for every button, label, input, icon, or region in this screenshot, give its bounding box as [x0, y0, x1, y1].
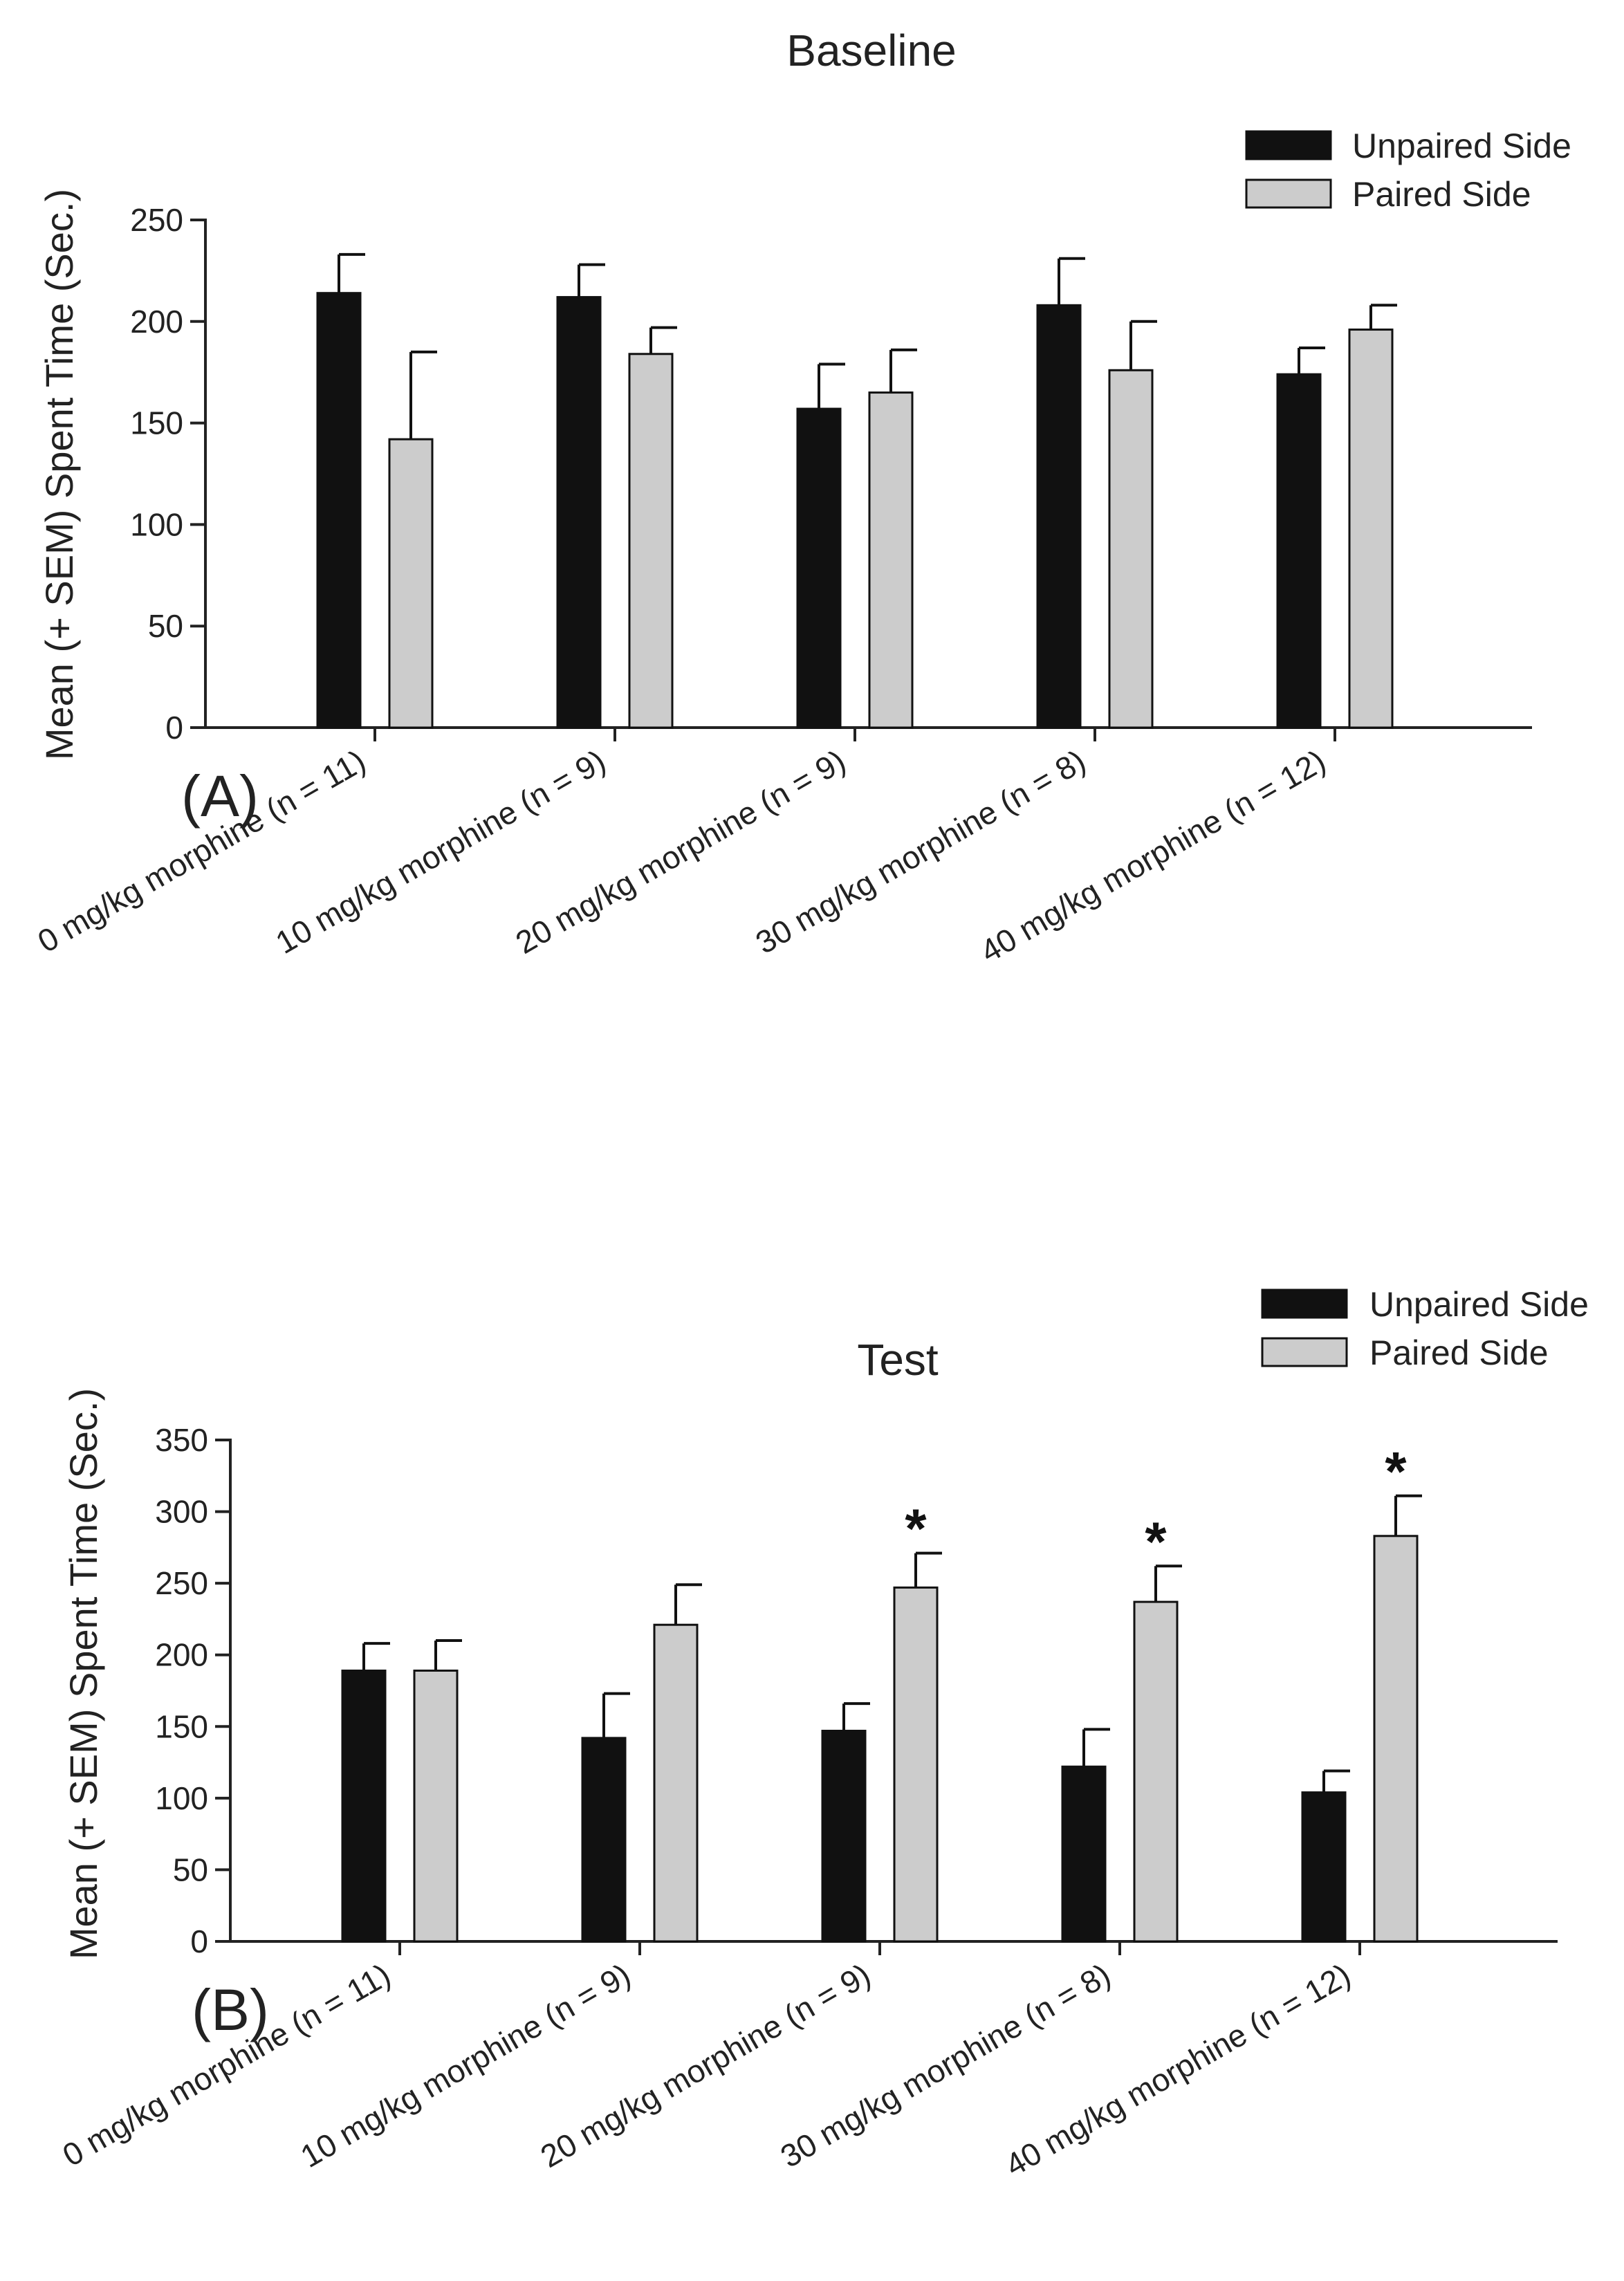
panel-label: (A) — [181, 764, 259, 829]
y-axis-label: Mean (+ SEM) Spent Time (Sec.) — [37, 189, 81, 760]
bar-unpaired — [581, 1737, 627, 1943]
legend-swatch-paired — [1245, 178, 1332, 209]
bar-paired — [653, 1623, 699, 1943]
y-tick-label: 0 — [190, 1923, 208, 1959]
bar-paired — [413, 1670, 459, 1943]
y-tick-label: 350 — [155, 1422, 208, 1458]
y-tick-label: 300 — [155, 1494, 208, 1530]
panel-a-baseline: Baseline Mean (+ SEM) Spent Time (Sec.) … — [32, 26, 1571, 970]
bar-unpaired — [1301, 1791, 1347, 1943]
y-tick-label: 200 — [155, 1637, 208, 1673]
y-tick-label: 200 — [130, 304, 183, 340]
y-tick-label: 250 — [155, 1565, 208, 1601]
legend-label-paired: Paired Side — [1352, 175, 1531, 214]
bar-paired — [893, 1586, 939, 1943]
y-tick-label: 150 — [155, 1708, 208, 1744]
bar-paired — [628, 353, 674, 729]
significance-marker: * — [905, 1498, 927, 1560]
bar-unpaired — [556, 296, 602, 729]
legend-swatch-unpaired — [1245, 130, 1332, 160]
y-tick-label: 250 — [130, 202, 183, 238]
bar-unpaired — [1276, 373, 1322, 729]
y-tick-label: 150 — [130, 405, 183, 441]
bar-unpaired — [316, 292, 362, 729]
bar-unpaired — [796, 407, 842, 729]
legend-label-paired: Paired Side — [1369, 1333, 1549, 1372]
legend: Unpaired Side Paired Side — [1261, 1285, 1589, 1372]
bar-paired — [1348, 329, 1394, 729]
significance-marker: * — [1145, 1511, 1167, 1572]
legend-swatch-unpaired — [1261, 1289, 1348, 1319]
legend: Unpaired Side Paired Side — [1245, 127, 1571, 214]
y-tick-label: 50 — [173, 1851, 208, 1887]
chart-title: Baseline — [786, 26, 957, 75]
panel-label: (B) — [192, 1977, 269, 2042]
bar-paired — [1133, 1600, 1179, 1943]
bar-paired — [868, 391, 914, 729]
bar-unpaired — [1036, 304, 1082, 729]
bar-unpaired — [341, 1670, 387, 1943]
bar-paired — [1373, 1535, 1419, 1943]
legend-swatch-paired — [1261, 1337, 1348, 1367]
bar-paired — [388, 438, 434, 729]
bar-unpaired — [821, 1730, 867, 1943]
legend-label-unpaired: Unpaired Side — [1369, 1285, 1589, 1324]
y-tick-label: 100 — [130, 506, 183, 542]
panel-b-test: Test Mean (+ SEM) Spent Time (Sec.) (B) … — [57, 1285, 1589, 2183]
y-axis-label: Mean (+ SEM) Spent Time (Sec.) — [62, 1388, 105, 1959]
bar-paired — [1108, 369, 1154, 729]
legend-label-unpaired: Unpaired Side — [1352, 127, 1571, 165]
significance-marker: * — [1385, 1441, 1407, 1502]
y-tick-label: 50 — [148, 608, 183, 644]
y-tick-label: 0 — [165, 710, 183, 746]
chart-title: Test — [857, 1335, 939, 1385]
bar-unpaired — [1061, 1765, 1107, 1943]
y-tick-label: 100 — [155, 1780, 208, 1816]
